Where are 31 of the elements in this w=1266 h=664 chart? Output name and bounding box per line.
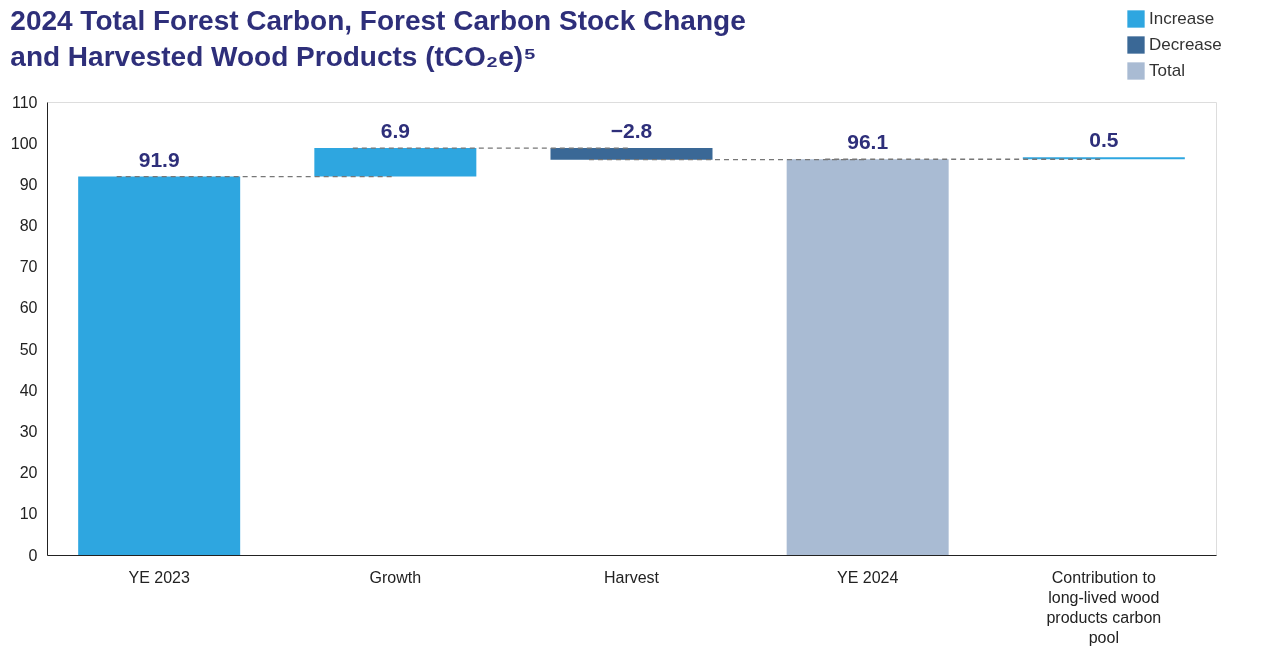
- legend-label: Decrease: [1149, 35, 1222, 54]
- data-label: 91.9: [138, 147, 180, 171]
- x-tick-label: Harvest: [603, 568, 660, 586]
- y-tick-label: 30: [19, 422, 38, 440]
- x-tick-label: Contribution to long-lived wood products carbon pool: [1046, 568, 1162, 646]
- y-tick-label: 10: [19, 505, 38, 523]
- y-tick-label: 80: [19, 217, 38, 235]
- y-tick-label: 60: [19, 299, 38, 317]
- y-tick-label: 50: [19, 340, 38, 358]
- y-tick-label: 110: [11, 93, 38, 111]
- bar: [78, 176, 241, 555]
- bar: [550, 148, 713, 160]
- bar: [1022, 157, 1185, 160]
- y-tick-label: 90: [19, 175, 38, 193]
- bar: [314, 148, 477, 177]
- bar: [786, 159, 949, 555]
- y-tick-label: 40: [19, 381, 38, 399]
- data-label: 6.9: [380, 119, 410, 143]
- data-label: 0.5: [1089, 128, 1119, 152]
- legend-label: Increase: [1149, 9, 1215, 28]
- y-tick-label: 100: [10, 134, 38, 152]
- x-tick-label: YE 2024: [836, 568, 899, 586]
- y-tick-label: 20: [19, 464, 38, 482]
- data-label: 96.1: [847, 130, 889, 154]
- y-tick-label: 70: [19, 258, 38, 276]
- chart-title: 2024 Total Forest Carbon, Forest Carbon Stock Change and Harvested Wood Products (tCO₂e)⁵: [10, 5, 746, 72]
- y-tick-label: 0: [28, 546, 38, 564]
- x-tick-label: Growth: [369, 568, 422, 586]
- x-tick-label: YE 2023: [128, 568, 190, 586]
- legend-label: Total: [1149, 61, 1185, 80]
- data-label: −2.8: [610, 119, 653, 143]
